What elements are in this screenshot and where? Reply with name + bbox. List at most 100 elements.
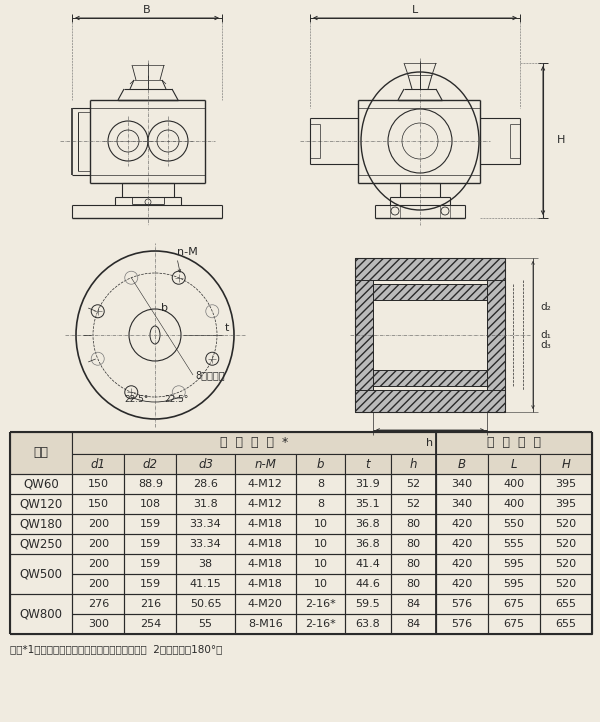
Bar bbox=[235, 574, 296, 594]
Bar bbox=[176, 614, 235, 634]
Text: 4-M18: 4-M18 bbox=[248, 539, 283, 549]
Bar bbox=[345, 574, 391, 594]
Polygon shape bbox=[355, 280, 373, 390]
Text: 規格: 規格 bbox=[34, 446, 49, 459]
Text: 300: 300 bbox=[88, 619, 109, 629]
Bar bbox=[488, 494, 540, 514]
Bar bbox=[391, 494, 436, 514]
Bar bbox=[176, 594, 235, 614]
Text: 395: 395 bbox=[556, 499, 577, 509]
Text: 4-M12: 4-M12 bbox=[248, 499, 283, 509]
Bar bbox=[488, 614, 540, 634]
Bar bbox=[345, 514, 391, 534]
Text: 159: 159 bbox=[140, 579, 161, 589]
Polygon shape bbox=[487, 280, 505, 390]
Text: 52: 52 bbox=[406, 479, 421, 489]
Text: 200: 200 bbox=[88, 579, 109, 589]
Bar bbox=[391, 554, 436, 574]
Text: 38: 38 bbox=[199, 559, 212, 569]
Bar bbox=[235, 494, 296, 514]
Bar bbox=[391, 614, 436, 634]
Bar bbox=[345, 614, 391, 634]
Text: 注：*1、安装尺寸可按用户要求另行设计制造。  2、双键夹角180°。: 注：*1、安装尺寸可按用户要求另行设计制造。 2、双键夹角180°。 bbox=[10, 644, 223, 654]
Text: 33.34: 33.34 bbox=[190, 539, 221, 549]
Text: H: H bbox=[557, 135, 565, 145]
Bar bbox=[391, 454, 436, 474]
Bar bbox=[73, 574, 124, 594]
Bar bbox=[10, 594, 73, 634]
Bar bbox=[176, 474, 235, 494]
Bar bbox=[73, 554, 124, 574]
Bar bbox=[73, 454, 124, 474]
Polygon shape bbox=[355, 258, 505, 280]
Text: 150: 150 bbox=[88, 479, 109, 489]
Bar bbox=[488, 594, 540, 614]
Text: 安  裝  尺  寸  *: 安 裝 尺 寸 * bbox=[220, 437, 289, 450]
Text: 2-16*: 2-16* bbox=[305, 619, 336, 629]
Text: QW500: QW500 bbox=[20, 567, 62, 580]
Bar bbox=[345, 554, 391, 574]
Bar bbox=[10, 474, 73, 494]
Text: 31.9: 31.9 bbox=[356, 479, 380, 489]
Text: 4-M18: 4-M18 bbox=[248, 559, 283, 569]
Bar bbox=[176, 454, 235, 474]
Text: 80: 80 bbox=[406, 519, 421, 529]
Text: 520: 520 bbox=[556, 559, 577, 569]
Text: 10: 10 bbox=[313, 519, 328, 529]
Bar bbox=[436, 494, 488, 514]
Text: QW120: QW120 bbox=[20, 497, 63, 510]
Bar bbox=[540, 594, 592, 614]
Text: 50.65: 50.65 bbox=[190, 599, 221, 609]
Bar bbox=[436, 614, 488, 634]
Text: 420: 420 bbox=[451, 519, 473, 529]
Text: 84: 84 bbox=[406, 599, 421, 609]
Text: d₁: d₁ bbox=[540, 330, 551, 340]
Bar bbox=[296, 514, 345, 534]
Bar bbox=[124, 514, 176, 534]
Text: 2-16*: 2-16* bbox=[305, 599, 336, 609]
Bar bbox=[296, 534, 345, 554]
Text: 80: 80 bbox=[406, 579, 421, 589]
Bar bbox=[345, 534, 391, 554]
Text: 655: 655 bbox=[556, 599, 577, 609]
Text: 22.5°: 22.5° bbox=[165, 396, 189, 404]
Text: 576: 576 bbox=[452, 619, 473, 629]
Text: d3: d3 bbox=[198, 458, 213, 471]
Text: L: L bbox=[412, 5, 418, 15]
Bar bbox=[345, 474, 391, 494]
Text: 200: 200 bbox=[88, 559, 109, 569]
Bar bbox=[296, 574, 345, 594]
Bar bbox=[391, 474, 436, 494]
Text: 400: 400 bbox=[503, 499, 524, 509]
Polygon shape bbox=[355, 390, 505, 412]
Text: 35.1: 35.1 bbox=[356, 499, 380, 509]
Bar bbox=[540, 514, 592, 534]
Text: 41.4: 41.4 bbox=[355, 559, 380, 569]
Text: 36.8: 36.8 bbox=[356, 519, 380, 529]
Text: 550: 550 bbox=[503, 519, 524, 529]
Text: 4-M18: 4-M18 bbox=[248, 579, 283, 589]
Bar bbox=[235, 554, 296, 574]
Bar bbox=[540, 554, 592, 574]
Bar bbox=[124, 494, 176, 514]
Text: 外  形  尺  寸: 外 形 尺 寸 bbox=[487, 437, 541, 450]
Bar bbox=[296, 594, 345, 614]
Text: 36.8: 36.8 bbox=[356, 539, 380, 549]
Text: 340: 340 bbox=[452, 499, 473, 509]
Bar bbox=[436, 534, 488, 554]
Text: 595: 595 bbox=[503, 579, 524, 589]
Text: 52: 52 bbox=[406, 499, 421, 509]
Bar bbox=[540, 534, 592, 554]
Bar bbox=[124, 534, 176, 554]
Bar bbox=[436, 554, 488, 574]
Bar bbox=[235, 534, 296, 554]
Bar bbox=[436, 514, 488, 534]
Bar bbox=[235, 514, 296, 534]
Bar bbox=[10, 432, 73, 474]
Bar bbox=[124, 474, 176, 494]
Text: 159: 159 bbox=[140, 539, 161, 549]
Text: d2: d2 bbox=[143, 458, 158, 471]
Bar bbox=[540, 574, 592, 594]
Bar bbox=[73, 494, 124, 514]
Text: 576: 576 bbox=[452, 599, 473, 609]
